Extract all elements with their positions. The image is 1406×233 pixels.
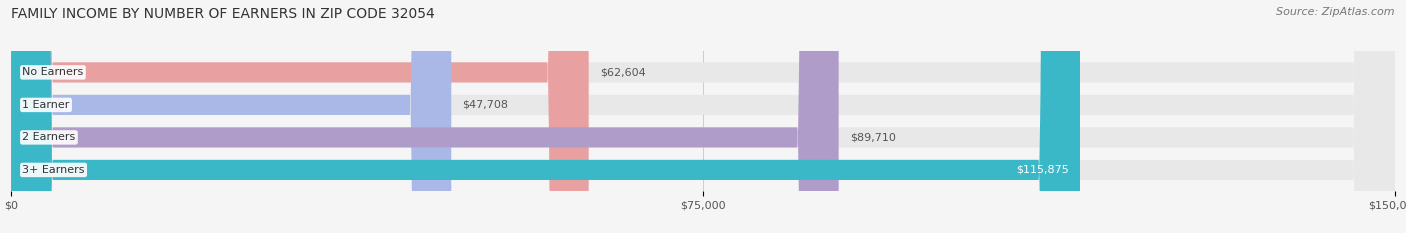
Text: 1 Earner: 1 Earner: [22, 100, 70, 110]
Text: No Earners: No Earners: [22, 67, 83, 77]
Text: $89,710: $89,710: [849, 132, 896, 142]
FancyBboxPatch shape: [11, 0, 1395, 233]
FancyBboxPatch shape: [11, 0, 1395, 233]
Text: $62,604: $62,604: [600, 67, 645, 77]
Text: $115,875: $115,875: [1017, 165, 1069, 175]
Text: 2 Earners: 2 Earners: [22, 132, 76, 142]
FancyBboxPatch shape: [11, 0, 451, 233]
FancyBboxPatch shape: [11, 0, 589, 233]
FancyBboxPatch shape: [11, 0, 838, 233]
FancyBboxPatch shape: [11, 0, 1080, 233]
Text: FAMILY INCOME BY NUMBER OF EARNERS IN ZIP CODE 32054: FAMILY INCOME BY NUMBER OF EARNERS IN ZI…: [11, 7, 434, 21]
Text: Source: ZipAtlas.com: Source: ZipAtlas.com: [1277, 7, 1395, 17]
FancyBboxPatch shape: [11, 0, 1395, 233]
FancyBboxPatch shape: [11, 0, 1395, 233]
Text: $47,708: $47,708: [463, 100, 509, 110]
Text: 3+ Earners: 3+ Earners: [22, 165, 84, 175]
